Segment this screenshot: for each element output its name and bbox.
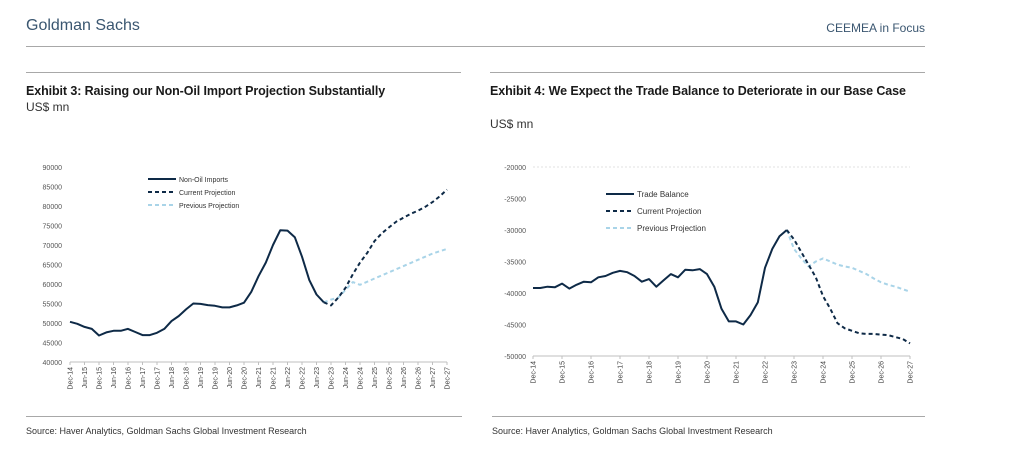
exhibit3-bottom-divider xyxy=(26,416,462,417)
exhibit4-title: Exhibit 4: We Expect the Trade Balance t… xyxy=(490,84,906,98)
exhibit3-unit: US$ mn xyxy=(26,100,70,114)
x-tick-label: Dec-20 xyxy=(242,367,249,390)
x-tick-label: Dec-27 xyxy=(908,361,915,384)
x-tick-label: Dec-17 xyxy=(155,367,162,390)
x-tick-label: Jun-23 xyxy=(314,367,321,389)
x-tick-label: Jun-21 xyxy=(256,367,263,389)
series-line-previous-projection xyxy=(785,229,911,293)
x-tick-label: Dec-18 xyxy=(647,361,654,384)
x-tick-label: Dec-15 xyxy=(560,361,567,384)
y-tick-label: 50000 xyxy=(43,321,63,328)
y-tick-label: 65000 xyxy=(43,263,63,270)
y-tick-label: -40000 xyxy=(504,291,526,298)
exhibit4-chart: -20000 -25000 -30000 -35000 -40000 -45000 -500… xyxy=(504,165,914,384)
x-tick-label: Dec-17 xyxy=(618,361,625,384)
x-tick-label: Dec-26 xyxy=(879,361,886,384)
x-tick-label: Jun-15 xyxy=(82,367,89,389)
y-tick-label: 85000 xyxy=(43,185,63,192)
brand-name: Goldman Sachs xyxy=(26,17,140,34)
legend-label: Current Projection xyxy=(179,190,236,197)
series-line-current-projection xyxy=(323,188,448,307)
header-divider xyxy=(26,46,925,47)
x-tick-label: Dec-21 xyxy=(734,361,741,384)
x-tick-label: Jun-19 xyxy=(198,367,205,389)
legend-label: Non-Oil Imports xyxy=(179,177,229,184)
legend-label: Previous Projection xyxy=(637,224,706,233)
y-tick-label: -45000 xyxy=(504,323,526,330)
series-line-trade-balance xyxy=(533,229,788,326)
x-tick-label: Dec-14 xyxy=(68,367,75,390)
x-tick-label: Dec-19 xyxy=(213,367,220,390)
x-tick-label: Dec-16 xyxy=(126,367,133,390)
x-tick-label: Jun-20 xyxy=(227,367,234,389)
y-tick-label: 60000 xyxy=(43,282,63,289)
x-tick-label: Dec-19 xyxy=(676,361,683,384)
legend-label: Trade Balance xyxy=(637,190,689,199)
series-line-previous-projection xyxy=(323,247,448,304)
exhibit3-source: Source: Haver Analytics, Goldman Sachs G… xyxy=(26,426,307,436)
x-tick-label: Dec-23 xyxy=(792,361,799,384)
y-tick-label: 55000 xyxy=(43,302,63,309)
x-tick-label: Dec-27 xyxy=(445,367,452,390)
x-tick-label: Jun-17 xyxy=(140,367,147,389)
x-tick-label: Dec-21 xyxy=(271,367,278,390)
y-tick-label: 90000 xyxy=(43,165,63,172)
y-tick-label: 45000 xyxy=(43,341,63,348)
exhibit4-source: Source: Haver Analytics, Goldman Sachs G… xyxy=(492,426,773,436)
x-tick-label: Dec-24 xyxy=(821,361,828,384)
x-tick-label: Dec-25 xyxy=(850,361,857,384)
y-tick-label: -35000 xyxy=(504,260,526,267)
x-tick-label: Jun-26 xyxy=(401,367,408,389)
x-tick-label: Dec-20 xyxy=(705,361,712,384)
x-tick-label: Dec-26 xyxy=(416,367,423,390)
exhibit3-title: Exhibit 3: Raising our Non-Oil Import Pr… xyxy=(26,84,386,98)
x-tick-label: Jun-24 xyxy=(343,367,350,389)
series-line-current-projection xyxy=(786,229,911,345)
x-tick-label: Jun-16 xyxy=(111,367,118,389)
y-tick-label: 75000 xyxy=(43,224,63,231)
x-tick-label: Dec-24 xyxy=(358,367,365,390)
y-tick-label: -25000 xyxy=(504,197,526,204)
legend-label: Previous Projection xyxy=(179,203,239,210)
y-tick-label: -20000 xyxy=(504,165,526,172)
legend-label: Current Projection xyxy=(637,207,701,216)
x-tick-label: Jun-22 xyxy=(285,367,292,389)
y-tick-label: 40000 xyxy=(43,360,63,367)
x-tick-label: Dec-23 xyxy=(329,367,336,390)
x-tick-label: Dec-25 xyxy=(387,367,394,390)
series-line-non-oil-imports xyxy=(69,229,325,337)
y-tick-label: 70000 xyxy=(43,243,63,250)
y-tick-label: -30000 xyxy=(504,228,526,235)
x-tick-label: Jun-25 xyxy=(372,367,379,389)
x-tick-label: Dec-15 xyxy=(97,367,104,390)
y-tick-label: 80000 xyxy=(43,204,63,211)
exhibit3-chart: 90000 85000 80000 75000 70000 65000 60000 55000… xyxy=(43,165,452,390)
exhibit3-top-divider xyxy=(26,72,461,73)
x-tick-label: Dec-16 xyxy=(589,361,596,384)
y-tick-label: -50000 xyxy=(504,354,526,361)
exhibit4-bottom-divider xyxy=(492,416,925,417)
x-tick-label: Dec-18 xyxy=(184,367,191,390)
exhibit4-top-divider xyxy=(490,72,925,73)
exhibit4-unit: US$ mn xyxy=(490,117,534,131)
x-tick-label: Dec-14 xyxy=(531,361,538,384)
x-tick-label: Jun-18 xyxy=(169,367,176,389)
x-tick-label: Dec-22 xyxy=(763,361,770,384)
x-tick-label: Jun-27 xyxy=(430,367,437,389)
x-tick-label: Dec-22 xyxy=(300,367,307,390)
section-title: CEEMEA in Focus xyxy=(826,21,925,35)
